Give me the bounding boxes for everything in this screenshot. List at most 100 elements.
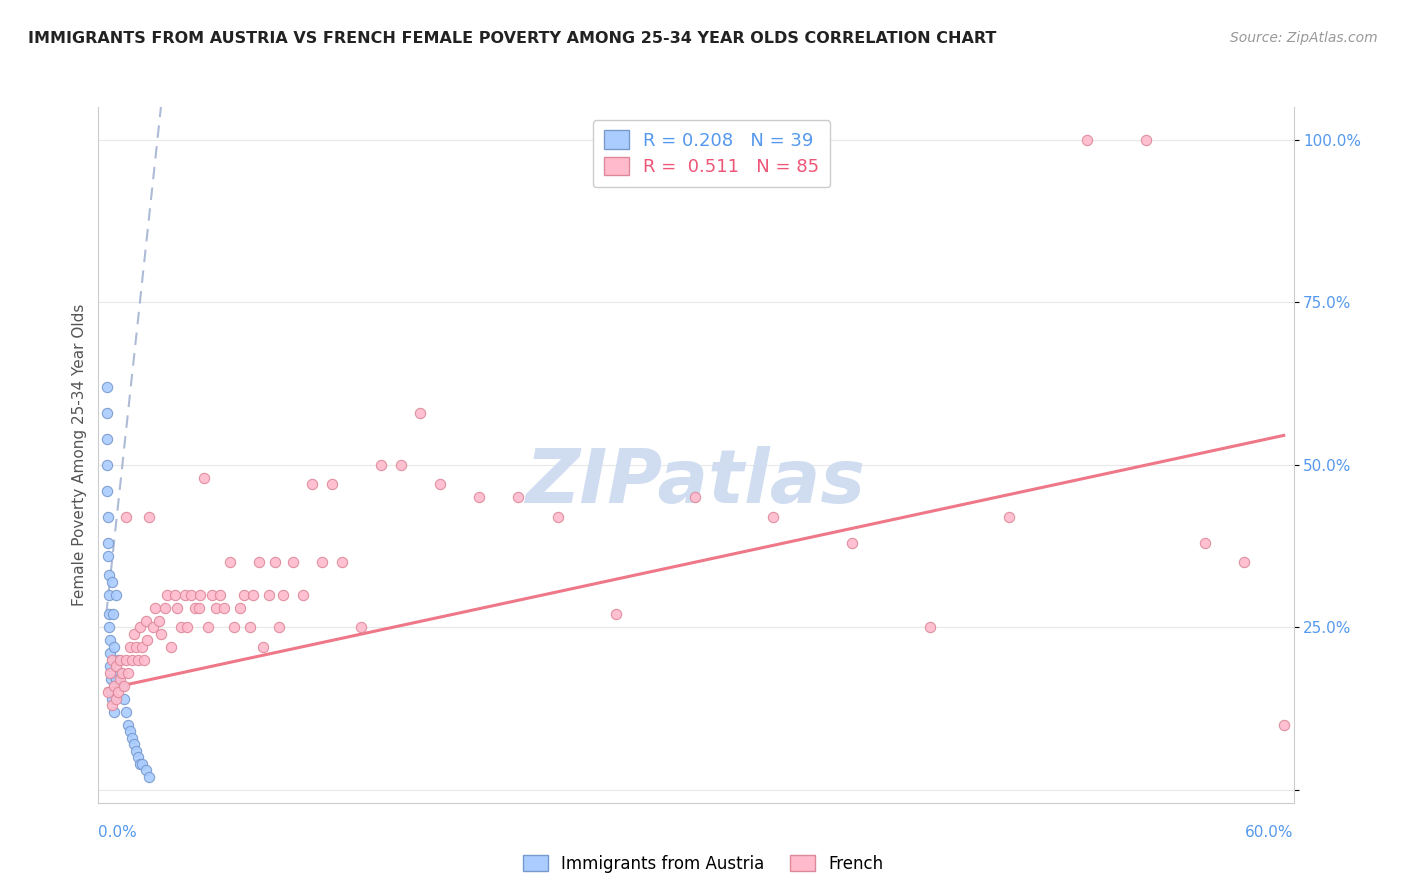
Point [128,756,150,771]
Point [242,588,264,602]
Point [97,549,120,563]
Point [150,626,173,640]
Legend: Immigrants from Austria, French: Immigrants from Austria, French [516,848,890,880]
Point [132,653,155,667]
Text: ZIPatlas: ZIPatlas [526,446,866,519]
Point [193,471,215,485]
Point [311,555,333,569]
Point [108,653,131,667]
Point [128,620,150,634]
Point [97,509,120,524]
Point [547,509,569,524]
Point [264,555,287,569]
Point [118,724,141,739]
Point [103,705,125,719]
Point [232,588,254,602]
Point [1076,132,1098,146]
Point [96,458,118,472]
Point [1272,718,1295,732]
Point [101,691,124,706]
Point [97,568,120,582]
Point [101,607,124,622]
Point [117,718,139,732]
Y-axis label: Female Poverty Among 25-34 Year Olds: Female Poverty Among 25-34 Year Olds [72,304,87,606]
Point [205,600,228,615]
Point [107,653,129,667]
Point [142,620,165,634]
Point [117,665,139,680]
Point [173,588,195,602]
Point [101,574,124,589]
Point [127,653,149,667]
Point [156,588,179,602]
Point [131,756,153,771]
Point [100,672,122,686]
Point [98,607,121,622]
Point [219,555,242,569]
Point [605,607,627,622]
Point [291,588,314,602]
Point [111,679,134,693]
Point [97,535,120,549]
Point [96,432,118,446]
Point [201,588,224,602]
Point [271,588,294,602]
Point [98,633,121,648]
Point [101,653,124,667]
Point [122,626,145,640]
Point [170,620,193,634]
Point [301,477,323,491]
Point [920,620,942,634]
Point [105,588,128,602]
Point [153,600,176,615]
Point [118,640,141,654]
Text: Source: ZipAtlas.com: Source: ZipAtlas.com [1230,31,1378,45]
Point [112,679,135,693]
Point [1233,555,1256,569]
Point [97,588,120,602]
Point [105,659,128,673]
Point [111,665,134,680]
Point [187,600,209,615]
Point [257,588,280,602]
Text: 60.0%: 60.0% [1246,825,1294,840]
Point [148,614,170,628]
Point [389,458,412,472]
Point [96,379,118,393]
Text: 0.0%: 0.0% [98,825,138,840]
Legend: R = 0.208   N = 39, R =  0.511   N = 85: R = 0.208 N = 39, R = 0.511 N = 85 [593,120,831,187]
Point [1194,535,1216,549]
Point [330,555,353,569]
Point [190,588,212,602]
Point [841,535,863,549]
Point [115,509,138,524]
Point [180,588,202,602]
Point [222,620,245,634]
Point [105,691,128,706]
Point [176,620,198,634]
Point [98,659,121,673]
Point [409,406,432,420]
Point [98,646,121,660]
Point [131,640,153,654]
Point [98,620,121,634]
Point [136,633,159,648]
Point [212,600,235,615]
Point [101,698,124,713]
Point [350,620,373,634]
Point [166,600,188,615]
Point [122,737,145,751]
Point [134,614,156,628]
Point [197,620,219,634]
Point [238,620,260,634]
Point [143,600,166,615]
Point [108,672,131,686]
Point [98,665,121,680]
Point [370,458,392,472]
Point [134,764,156,778]
Point [115,705,138,719]
Point [429,477,451,491]
Point [138,770,160,784]
Point [103,679,125,693]
Point [163,588,186,602]
